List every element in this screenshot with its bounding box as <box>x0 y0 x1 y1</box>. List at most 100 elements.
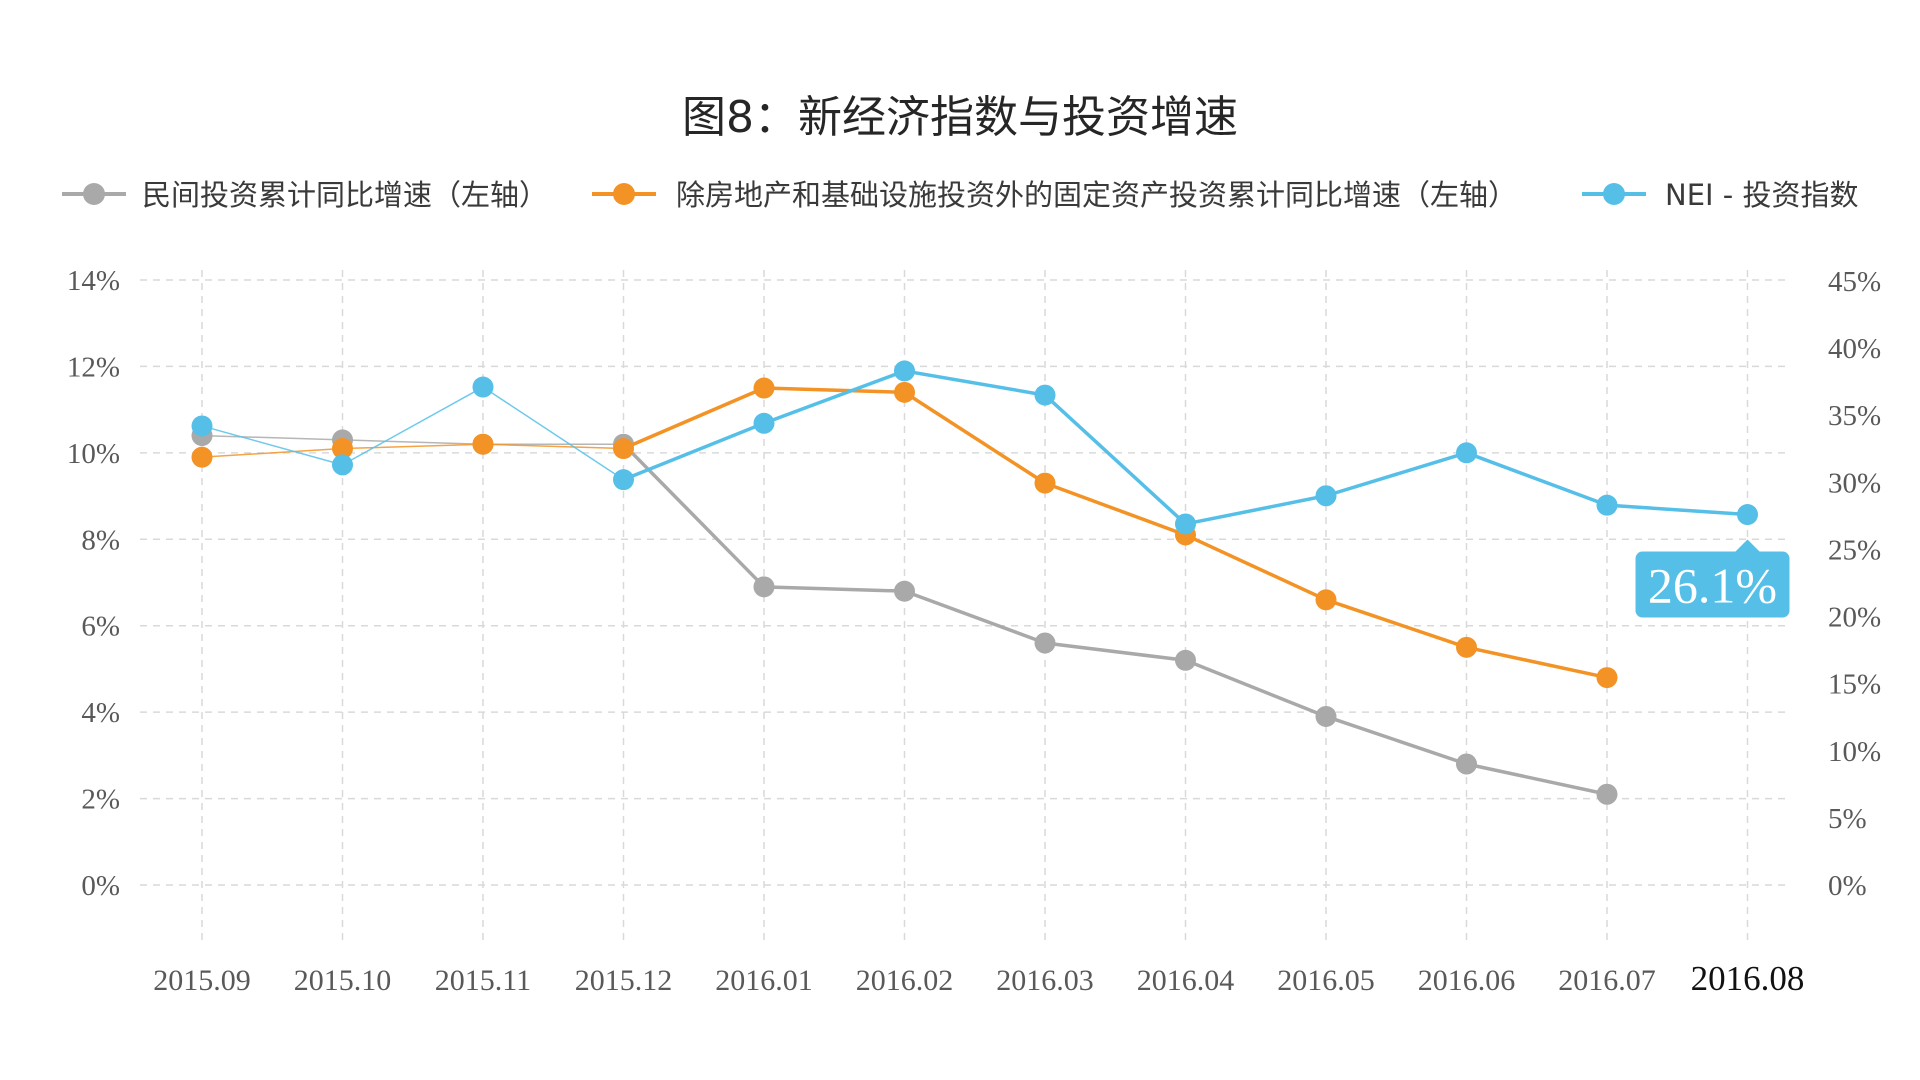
series-line-segment <box>1464 451 1609 507</box>
callout-pointer <box>1735 539 1760 552</box>
left-y-tick-label: 6% <box>81 611 120 643</box>
x-tick-label: 2016.01 <box>715 964 813 997</box>
series-2 <box>191 377 1618 689</box>
right-y-tick-label: 35% <box>1828 400 1881 432</box>
data-point <box>613 469 634 491</box>
x-tick-label: 2015.12 <box>575 964 673 997</box>
series-line-segment <box>1043 393 1188 526</box>
series-line-segment <box>762 585 907 593</box>
left-y-axis: 0% 2% 4% 6% 8% 10% 12% 14% <box>67 265 120 902</box>
series-line-segment <box>341 443 484 450</box>
series-line-segment <box>201 434 344 441</box>
left-y-tick-label: 0% <box>81 870 120 902</box>
data-point <box>894 360 915 382</box>
legend-label: NEI - 投资指数 <box>1665 178 1858 212</box>
data-point <box>894 580 915 602</box>
x-tick-label: 2015.10 <box>294 964 392 997</box>
series-line-segment <box>621 442 766 589</box>
right-y-tick-label: 10% <box>1828 736 1881 768</box>
right-y-tick-label: 20% <box>1828 602 1881 634</box>
data-point <box>332 438 353 460</box>
legend-item-fixed-asset-investment: 除房地产和基础设施投资外的固定资产投资累计同比增速（左轴） <box>592 178 1517 212</box>
left-y-tick-label: 14% <box>67 265 120 297</box>
series-line-segment <box>762 386 907 395</box>
series-line-segment <box>1043 641 1188 663</box>
x-tick-label: 2016.05 <box>1277 964 1375 997</box>
data-point <box>472 433 494 455</box>
data-point <box>191 415 213 437</box>
data-point <box>1175 649 1196 671</box>
x-tick-label: 2016.04 <box>1137 964 1235 997</box>
x-tick-label: 2016.03 <box>996 964 1094 997</box>
data-point <box>1456 753 1477 775</box>
data-point <box>613 438 634 460</box>
series-line-segment <box>621 386 766 451</box>
right-y-tick-label: 15% <box>1828 669 1881 701</box>
data-point <box>1456 442 1477 464</box>
series-line-segment <box>1324 714 1469 766</box>
legend-label: 民间投资累计同比增速（左轴） <box>142 178 548 212</box>
series-line-segment <box>762 369 907 426</box>
x-tick-label: 2016.02 <box>856 964 954 997</box>
data-point <box>1034 384 1056 406</box>
callout-box <box>1635 551 1790 618</box>
series-line-segment <box>902 390 1047 485</box>
series-line-segment <box>341 439 484 445</box>
legend-item-private-investment: 民间投资累计同比增速（左轴） <box>62 178 548 212</box>
data-point <box>753 377 775 399</box>
x-tick-label: 2016.06 <box>1418 964 1516 997</box>
series-line-segment <box>1183 494 1328 526</box>
data-point <box>472 376 494 398</box>
series-line-segment <box>1464 762 1609 796</box>
series-line-segment <box>1043 481 1188 537</box>
series-line-segment <box>201 447 344 458</box>
x-tick-label: 2015.09 <box>153 964 251 997</box>
data-point <box>1175 513 1196 535</box>
series-line-segment <box>482 443 625 450</box>
series-line-segment <box>902 369 1047 397</box>
data-point <box>1315 589 1337 611</box>
left-y-tick-label: 4% <box>81 697 120 729</box>
series-line-segment <box>621 421 766 482</box>
right-y-tick-label: 0% <box>1828 870 1867 902</box>
data-point <box>1737 504 1758 526</box>
legend-item-nei-index: NEI - 投资指数 <box>1582 178 1858 212</box>
series-line-segment <box>482 386 625 481</box>
left-y-tick-label: 2% <box>81 784 120 816</box>
data-point <box>1315 705 1337 727</box>
data-point <box>1596 494 1618 516</box>
x-axis: 2015.09 2015.10 2015.11 2015.12 2016.01 2016.… <box>153 959 1804 998</box>
value-callout: 26.1% <box>1635 539 1790 618</box>
callout-label: 26.1% <box>1648 558 1777 614</box>
series <box>191 360 1758 805</box>
data-point <box>1315 485 1337 507</box>
right-y-axis: 0% 5% 10% 15% 20% 25% 30% 35% 40% 45% <box>1828 266 1881 902</box>
series-line-segment <box>1183 533 1328 602</box>
series-3 <box>191 360 1758 535</box>
series-line-segment <box>341 386 484 466</box>
left-y-tick-label: 8% <box>81 524 120 556</box>
series-line-segment <box>1324 598 1469 650</box>
data-point <box>332 454 353 476</box>
gridlines <box>140 270 1790 940</box>
legend: 民间投资累计同比增速（左轴） 除房地产和基础设施投资外的固定资产投资累计同比增速… <box>62 178 1858 212</box>
x-tick-label: 2015.11 <box>435 964 531 997</box>
right-y-tick-label: 45% <box>1828 266 1881 298</box>
x-tick-label: 2016.08 <box>1691 959 1805 998</box>
right-y-tick-label: 30% <box>1828 467 1881 499</box>
data-point <box>894 381 915 403</box>
series-line-segment <box>1605 503 1750 517</box>
series-line-segment <box>902 589 1047 645</box>
left-y-tick-label: 12% <box>67 351 120 383</box>
series-line-segment <box>1464 645 1609 680</box>
data-point <box>1456 636 1477 658</box>
left-y-tick-label: 10% <box>67 438 120 470</box>
data-point <box>191 446 213 468</box>
data-point <box>753 412 775 434</box>
data-point <box>1034 632 1056 654</box>
data-point <box>1034 472 1056 494</box>
legend-label: 除房地产和基础设施投资外的固定资产投资累计同比增速（左轴） <box>676 178 1517 212</box>
x-tick-label: 2016.07 <box>1558 964 1656 997</box>
series-line-segment <box>201 425 344 466</box>
